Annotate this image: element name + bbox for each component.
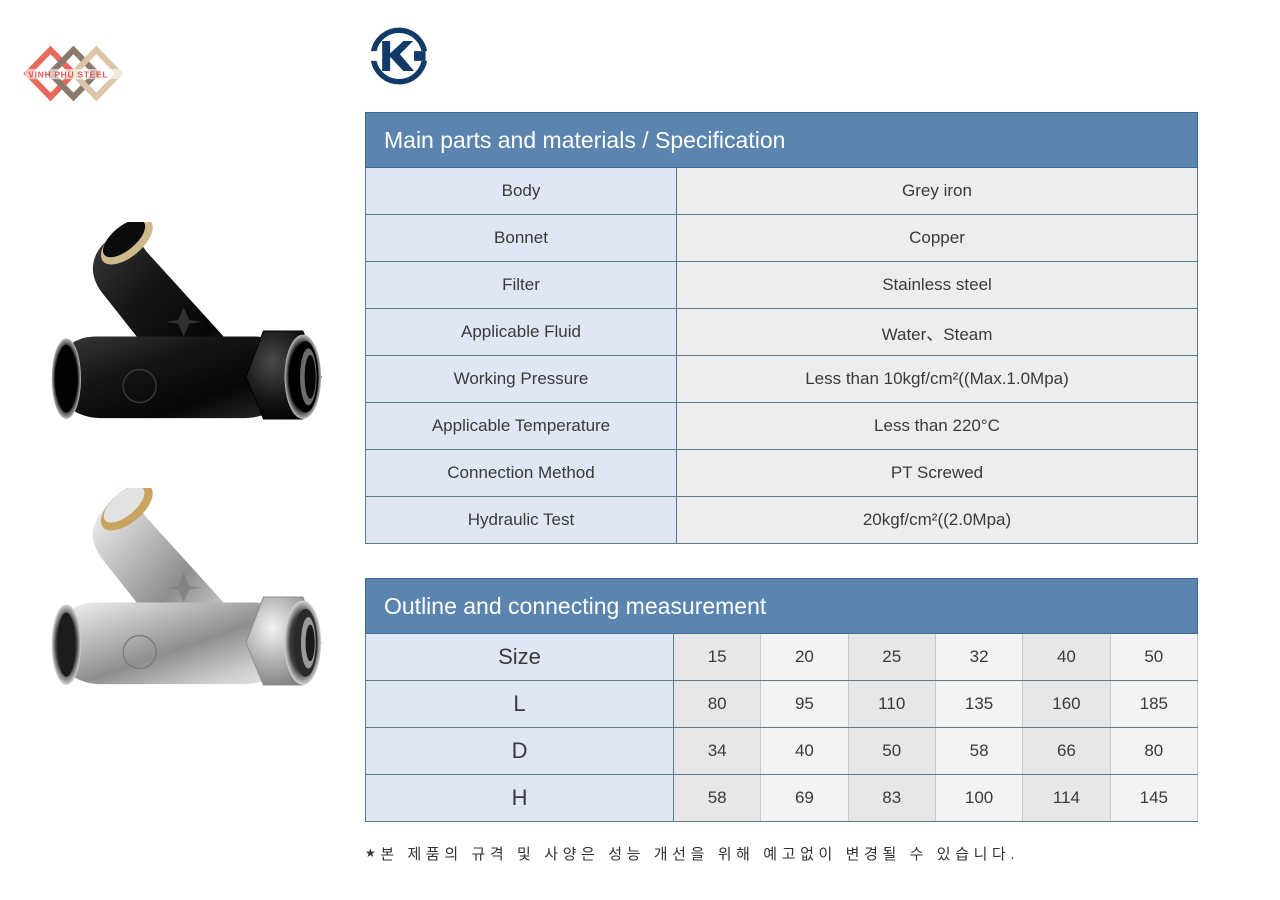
svg-text:VINH PHU STEEL: VINH PHU STEEL (28, 69, 108, 79)
